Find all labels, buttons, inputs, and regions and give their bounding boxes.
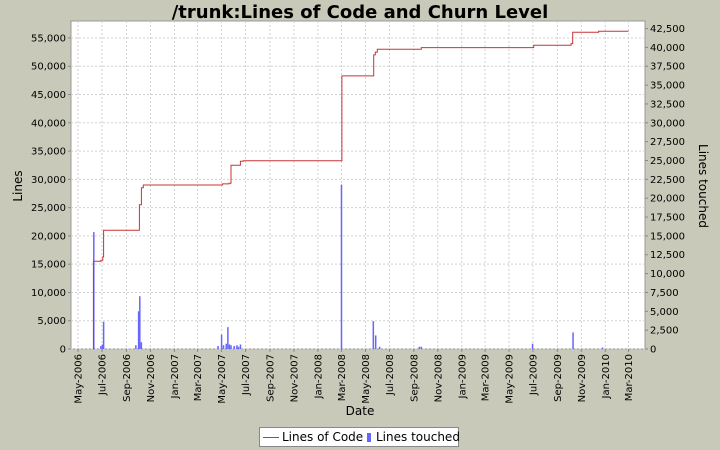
y2-tick-label: 17,500	[650, 213, 685, 224]
x-tick-label: Nov-2008	[433, 354, 444, 402]
lines-touched-bar	[230, 345, 232, 349]
lines-touched-bar	[225, 343, 228, 349]
y-tick-label: 30,000	[31, 175, 66, 186]
y2-tick-label: 12,500	[650, 250, 685, 261]
lines-touched-bar	[239, 344, 242, 349]
x-tick-label: Sep-2006	[122, 354, 133, 402]
y-tick-label: 25,000	[31, 203, 66, 214]
x-tick-label: May-2008	[361, 354, 372, 404]
x-tick-label: May-2009	[504, 354, 515, 404]
x-tick-label: Jul-2007	[241, 354, 252, 396]
lines-touched-bar	[601, 347, 604, 349]
lines-touched-bar	[100, 345, 102, 349]
lines-touched-bar	[102, 321, 105, 349]
x-tick-label: Sep-2009	[553, 354, 564, 402]
legend-swatch-lines-of-code	[263, 437, 279, 438]
lines-touched-bar	[340, 184, 343, 349]
x-tick-label: Jul-2009	[528, 354, 539, 396]
y-tick-label: 35,000	[31, 147, 66, 158]
y2-tick-label: 5,000	[650, 307, 679, 318]
x-tick-label: Jul-2006	[98, 354, 109, 396]
x-tick-label: Sep-2007	[265, 354, 276, 402]
y2-tick-label: 37,500	[650, 62, 685, 73]
lines-touched-bar	[137, 311, 140, 349]
y2-axis-ticks: 0 2,500 5,000 7,500 10,000 12,500 15,000 17,500…	[645, 24, 685, 356]
y2-tick-label: 25,000	[650, 156, 685, 167]
x-tick-label: Mar-2007	[193, 354, 204, 401]
y-axis-ticks: 0 5,000 10,000 15,000 20,000 25,000 30,000 35,0…	[31, 33, 71, 356]
y-tick-label: 10,000	[31, 288, 66, 299]
lines-touched-bar	[420, 346, 423, 349]
y-axis-label: Lines	[11, 170, 25, 201]
lines-touched-bar	[135, 345, 137, 349]
lines-touched-bar	[101, 344, 104, 349]
y2-tick-label: 22,500	[650, 175, 685, 186]
lines-touched-bar	[374, 335, 377, 349]
y2-tick-label: 15,000	[650, 231, 685, 242]
x-axis-label: Date	[346, 404, 375, 418]
lines-touched-bar	[236, 345, 238, 349]
x-tick-label: Jan-2008	[313, 354, 324, 399]
y2-tick-label: 30,000	[650, 118, 685, 129]
y-tick-label: 50,000	[31, 62, 66, 73]
y-tick-label: 15,000	[31, 260, 66, 271]
x-tick-label: Jan-2009	[457, 354, 468, 399]
lines-touched-bar	[139, 296, 141, 349]
y2-tick-label: 35,000	[650, 81, 685, 92]
x-tick-label: May-2007	[217, 354, 228, 404]
y-tick-label: 0	[60, 345, 66, 356]
y2-tick-label: 7,500	[650, 288, 679, 299]
lines-touched-bar	[372, 321, 375, 349]
lines-of-code-series	[92, 30, 629, 350]
y2-tick-label: 10,000	[650, 269, 685, 280]
y-tick-label: 45,000	[31, 90, 66, 101]
legend-swatch-lines-touched	[367, 433, 371, 442]
x-tick-label: Sep-2008	[409, 354, 420, 402]
y2-tick-label: 42,500	[650, 24, 685, 35]
lines-touched-bar	[531, 343, 534, 349]
x-gridlines	[77, 21, 629, 349]
x-tick-label: Mar-2010	[624, 354, 635, 401]
legend-label-lines-of-code: Lines of Code	[282, 430, 364, 444]
lines-touched-bar	[217, 345, 219, 349]
y-tick-label: 20,000	[31, 231, 66, 242]
x-axis-ticks: May-2006 Jul-2006 Sep-2006 Nov-2006 Jan-2007…	[74, 349, 635, 404]
x-tick-label: Mar-2009	[480, 354, 491, 401]
y2-axis-label: Lines touched	[696, 144, 710, 228]
chart-title: /trunk:Lines of Code and Churn Level	[172, 2, 549, 23]
y2-tick-label: 40,000	[650, 43, 685, 54]
y2-tick-label: 32,500	[650, 99, 685, 110]
x-tick-label: Nov-2006	[146, 354, 157, 402]
legend: Lines of Code Lines touched	[259, 427, 460, 447]
legend-label-lines-touched: Lines touched	[376, 430, 460, 444]
y-tick-label: 40,000	[31, 118, 66, 129]
y2-tick-label: 20,000	[650, 194, 685, 205]
x-tick-label: Jul-2008	[385, 354, 396, 396]
y2-tick-label: 0	[650, 345, 656, 356]
x-tick-label: May-2006	[74, 354, 85, 404]
y2-tick-label: 27,500	[650, 137, 685, 148]
lines-touched-bar	[227, 327, 229, 349]
lines-touched-bar	[237, 346, 240, 349]
x-tick-label: Jan-2007	[170, 354, 181, 399]
lines-touched-bar	[140, 342, 143, 349]
lines-of-code-line	[92, 30, 629, 350]
y2-tick-label: 2,500	[650, 326, 679, 337]
lines-touched-bar	[233, 345, 235, 349]
x-tick-label: Jan-2010	[601, 354, 612, 399]
x-tick-label: Nov-2009	[577, 354, 588, 402]
lines-touched-bar	[418, 346, 421, 349]
y-tick-label: 55,000	[31, 33, 66, 44]
x-tick-label: Mar-2008	[337, 354, 348, 401]
lines-touched-bar	[228, 344, 231, 349]
lines-touched-bar	[220, 334, 223, 349]
lines-touched-bar	[572, 332, 574, 349]
lines-touched-bar	[378, 346, 381, 349]
y-tick-label: 5,000	[37, 316, 66, 327]
x-tick-label: Nov-2007	[289, 354, 300, 402]
lines-touched-bar	[222, 345, 225, 349]
